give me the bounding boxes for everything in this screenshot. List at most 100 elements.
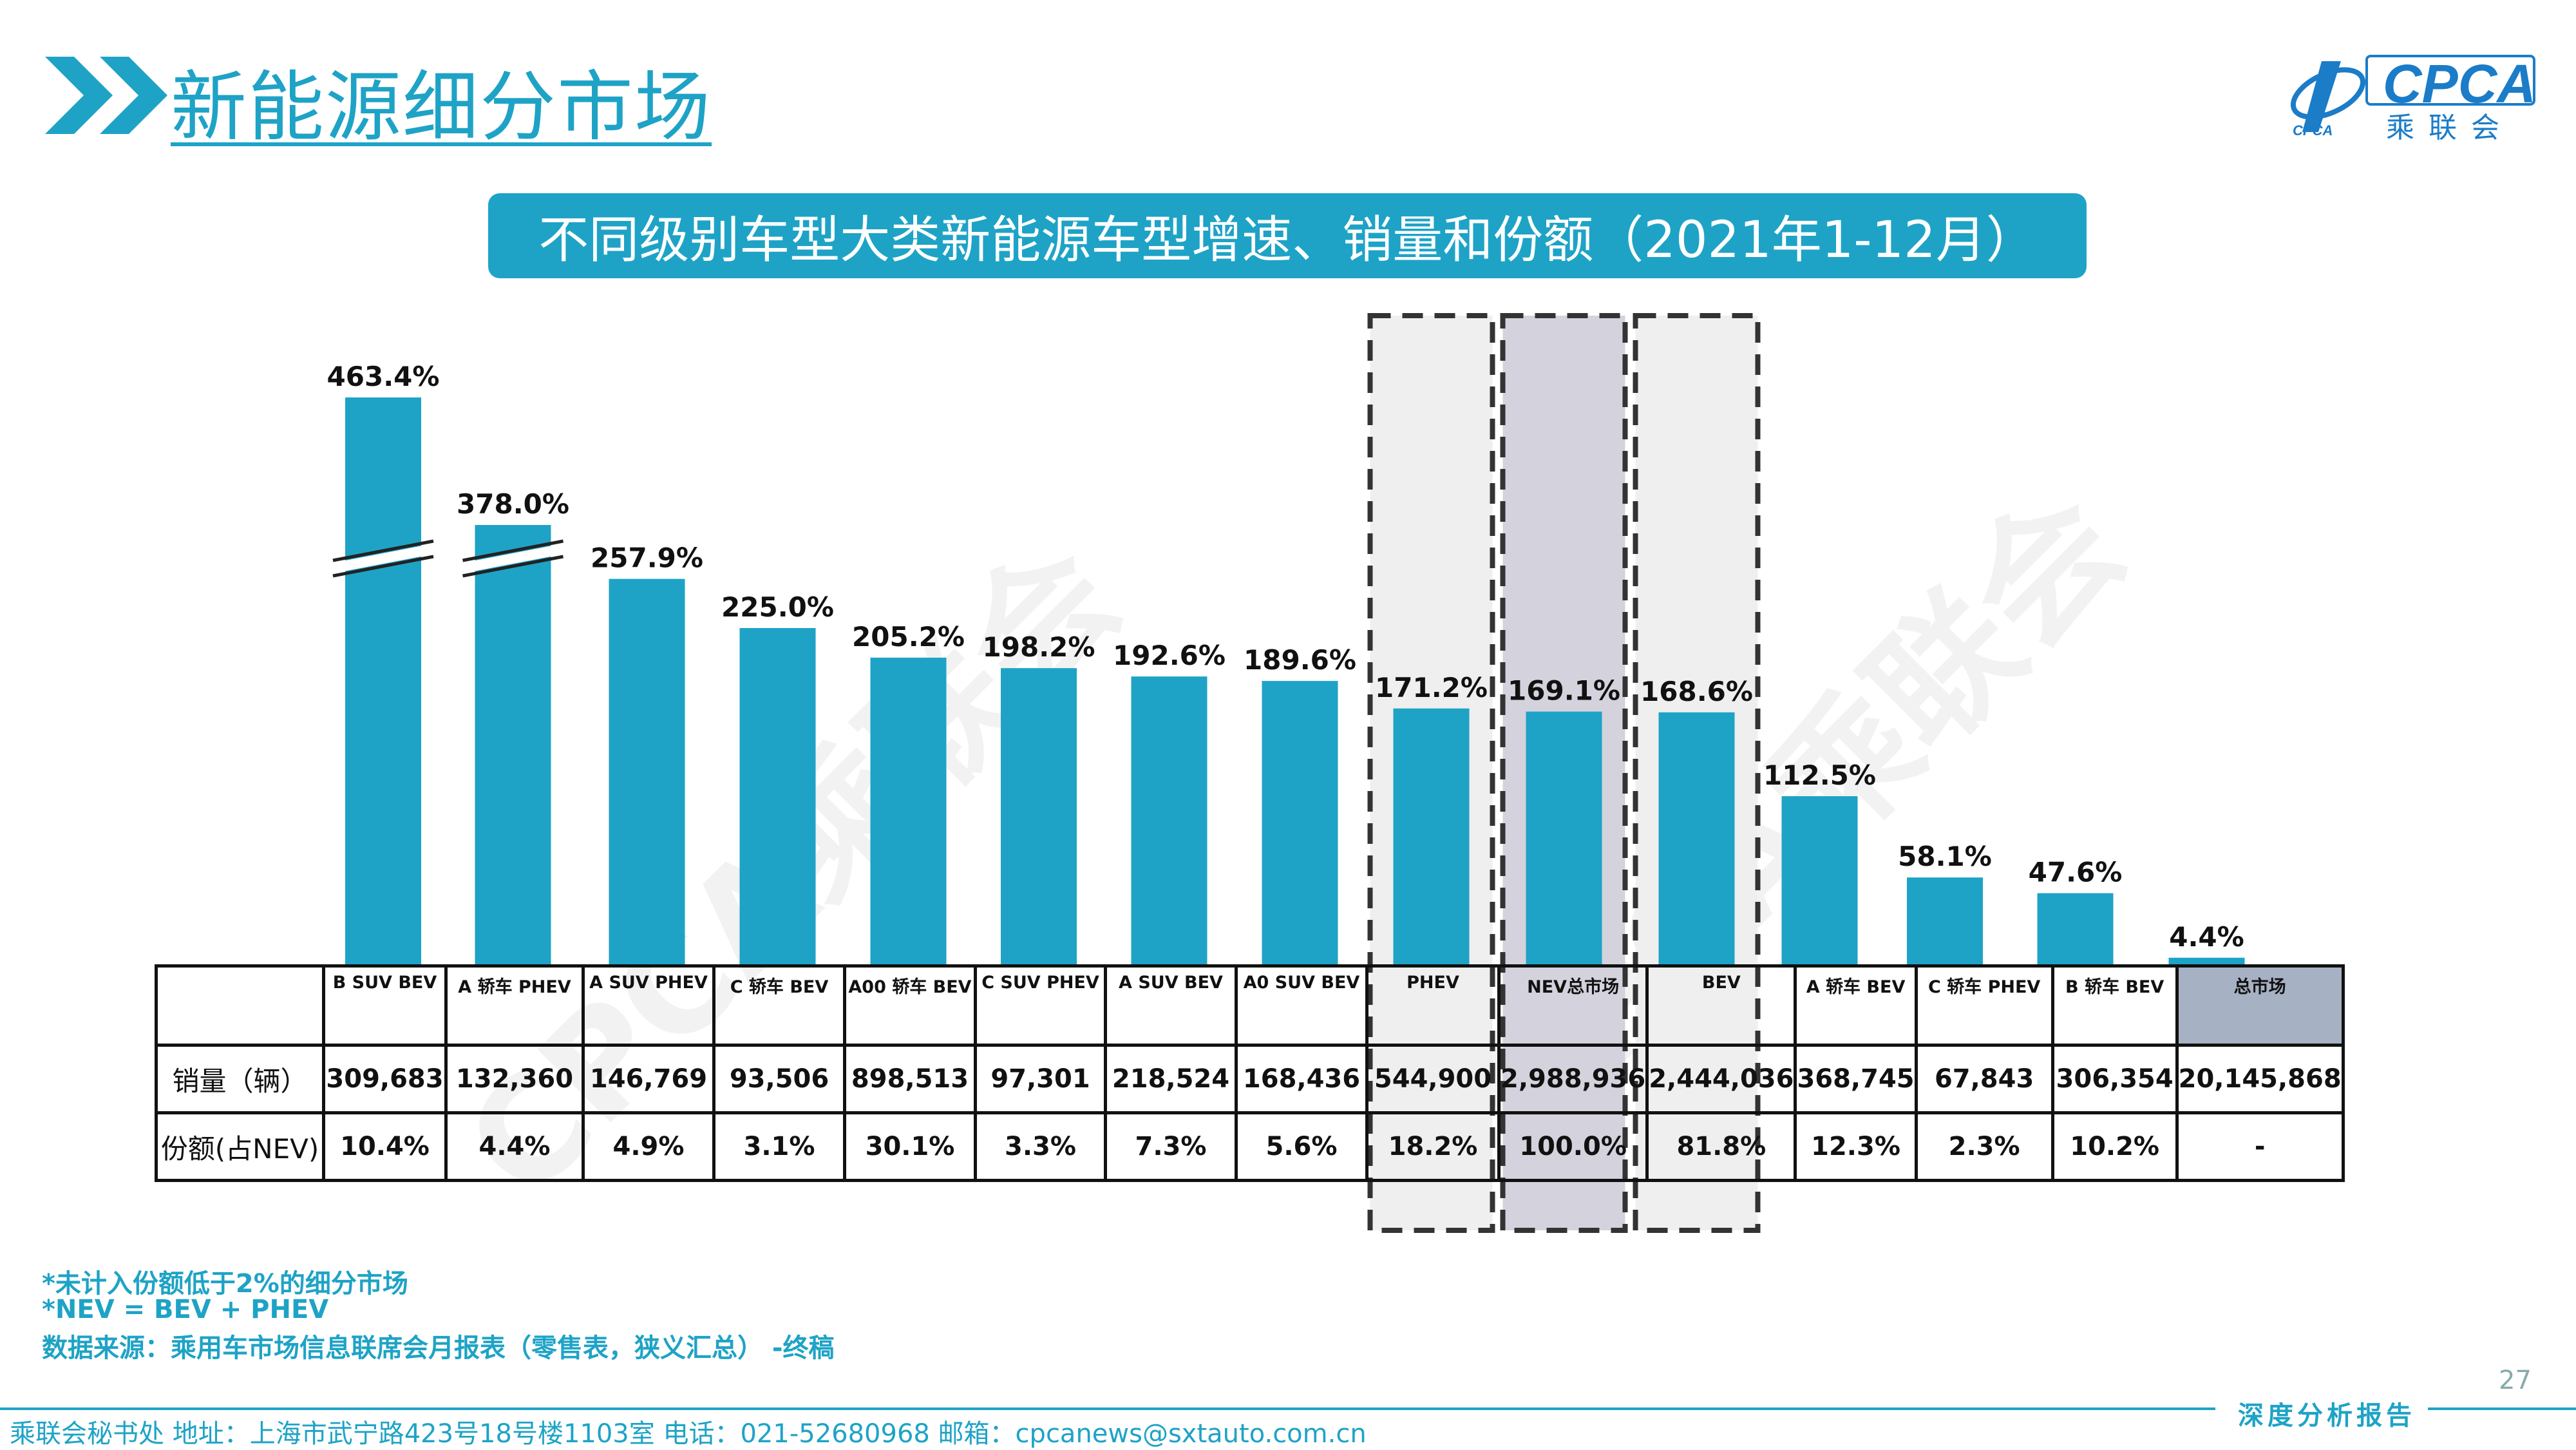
column-header: A SUV BEV [1104,964,1238,1047]
highlight-box-border [1500,313,1628,1233]
share-cell: 3.3% [974,1111,1107,1182]
share-cell: 4.4% [444,1111,585,1182]
column-header: C 轿车 BEV [712,964,846,1047]
share-cell: - [2175,1111,2345,1182]
footnote-2: *NEV = BEV + PHEV [42,1295,329,1324]
sales-cell: 168,436 [1235,1044,1368,1114]
axis-break-line [462,555,564,578]
bar-value-label: 205.2% [852,621,965,653]
axis-break-line [332,555,434,578]
bar-value-label: 169.1% [1508,675,1620,707]
sales-cell: 132,360 [444,1044,585,1114]
data-source-note: 数据来源：乘用车市场信息联席会月报表（零售表，狭义汇总） -终稿 [42,1333,835,1363]
sales-cell: 218,524 [1104,1044,1238,1114]
bar-value-label: 257.9% [591,542,703,574]
sales-cell: 97,301 [974,1044,1107,1114]
bar [345,397,421,964]
footer-divider [2428,1407,2576,1410]
data-table: B SUV BEV A 轿车 PHEV A SUV PHEV C 轿车 BEV A00 … [155,964,2345,1182]
bar-value-label: 171.2% [1375,672,1488,703]
bar [1001,668,1077,964]
bar-value-label: 378.0% [457,488,569,520]
sales-cell: 309,683 [322,1044,448,1114]
double-chevron-icon [45,57,167,134]
sales-cell: 544,900 [1365,1044,1501,1114]
bar [2037,893,2114,964]
page-number: 27 [2499,1366,2532,1395]
column-header: A 轿车 PHEV [444,964,585,1047]
column-header: A0 SUV BEV [1235,964,1368,1047]
highlight-box-border [1633,313,1761,1233]
column-header: BEV [1645,964,1797,1047]
bar-value-label: 47.6% [2029,857,2123,888]
footer-divider [0,1407,2215,1410]
share-cell: 18.2% [1365,1111,1501,1182]
chart-title-banner: 不同级别车型大类新能源车型增速、销量和份额（2021年1-12月） [488,193,2087,278]
share-cell: 4.9% [582,1111,715,1182]
sales-cell: 368,745 [1794,1044,1918,1114]
page-title: 新能源细分市场 [171,62,712,151]
bar-value-label: 168.6% [1640,676,1753,707]
column-header: C SUV PHEV [974,964,1107,1047]
bar-value-label: 198.2% [983,631,1095,663]
bar-value-label: 58.1% [1898,841,1992,872]
share-cell: 5.6% [1235,1111,1368,1182]
bar-value-label: 192.6% [1113,640,1226,671]
sales-cell: 2,988,936 [1497,1044,1649,1114]
row-label-share: 份额(占NEV) [155,1111,325,1182]
bar [2168,957,2245,964]
logo-text: CPCA [2383,53,2537,114]
bar-value-label: 225.0% [721,591,834,623]
share-cell: 100.0% [1497,1111,1649,1182]
bar [609,578,685,964]
share-cell: 7.3% [1104,1111,1238,1182]
bar-value-label: 463.4% [327,361,440,392]
column-header: NEV总市场 [1497,964,1649,1047]
bar [1526,711,1602,964]
table-header-row: B SUV BEV A 轿车 PHEV A SUV PHEV C 轿车 BEV A00 … [155,964,2345,1047]
bar [1781,796,1858,964]
bar [1658,712,1735,964]
sales-cell: 306,354 [2050,1044,2179,1114]
column-header: PHEV [1365,964,1501,1047]
share-cell: 10.4% [322,1111,448,1182]
table-corner-cell [155,964,325,1047]
logo-small-text: CPCA [2293,122,2333,138]
bar-value-label: 189.6% [1244,644,1356,676]
sales-cell: 67,843 [1914,1044,2054,1114]
column-header: B 轿车 BEV [2050,964,2179,1047]
sales-cell: 898,513 [843,1044,977,1114]
cpca-logo [2290,55,2535,132]
bar [1262,681,1338,964]
bars [332,397,2245,964]
share-cell: 3.1% [712,1111,846,1182]
row-label-sales: 销量（辆） [155,1044,325,1114]
sales-cell: 2,444,036 [1645,1044,1797,1114]
bar [870,657,947,964]
bar-value-label: 4.4% [2169,921,2244,953]
highlight-box-border [1367,313,1495,1233]
bar [1393,708,1470,964]
share-cell: 10.2% [2050,1111,2179,1182]
share-cell: 30.1% [843,1111,977,1182]
axis-break-line [332,539,434,562]
chart-title: 不同级别车型大类新能源车型增速、销量和份额（2021年1-12月） [538,211,2036,269]
bar-value-label: 112.5% [1763,759,1876,791]
column-header: C 轿车 PHEV [1914,964,2054,1047]
column-header: 总市场 [2175,964,2345,1047]
sales-cell: 20,145,868 [2175,1044,2345,1114]
share-cell: 81.8% [1645,1111,1797,1182]
share-cell: 12.3% [1794,1111,1918,1182]
footer-contact: 乘联会秘书处 地址：上海市武宁路423号18号楼1103室 电话：021-526… [10,1419,1367,1449]
footnote-1: *未计入份额低于2%的细分市场 [42,1269,408,1299]
axis-break [461,544,565,573]
column-header: A00 轿车 BEV [843,964,977,1047]
highlight-borders [1367,313,1761,1233]
bar [1907,877,1983,964]
value-labels: 463.4% 378.0% 257.9% 225.0% 205.2% 198.2% 192.… [327,361,2244,953]
sales-cell: 93,506 [712,1044,846,1114]
axis-break-line [462,539,564,562]
table-row-share: 份额(占NEV) 10.4% 4.4% 4.9% 3.1% 30.1% 3.3% 7.3% 5.… [155,1111,2345,1182]
footer-report-label: 深度分析报告 [2238,1400,2416,1431]
